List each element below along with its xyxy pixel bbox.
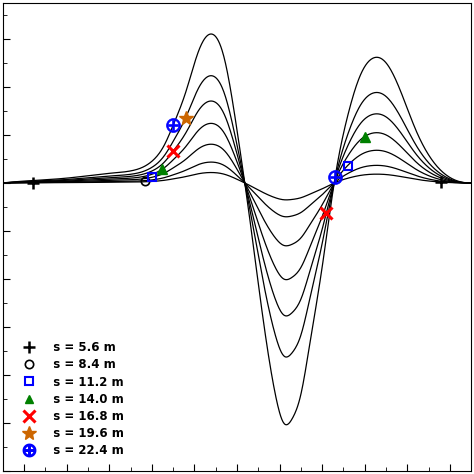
Legend:   s = 5.6 m,   s = 8.4 m,   s = 11.2 m,   s = 14.0 m,   s = 16.8 m,   s = 19.6 m: s = 5.6 m, s = 8.4 m, s = 11.2 m, s = 14… [18,338,128,461]
